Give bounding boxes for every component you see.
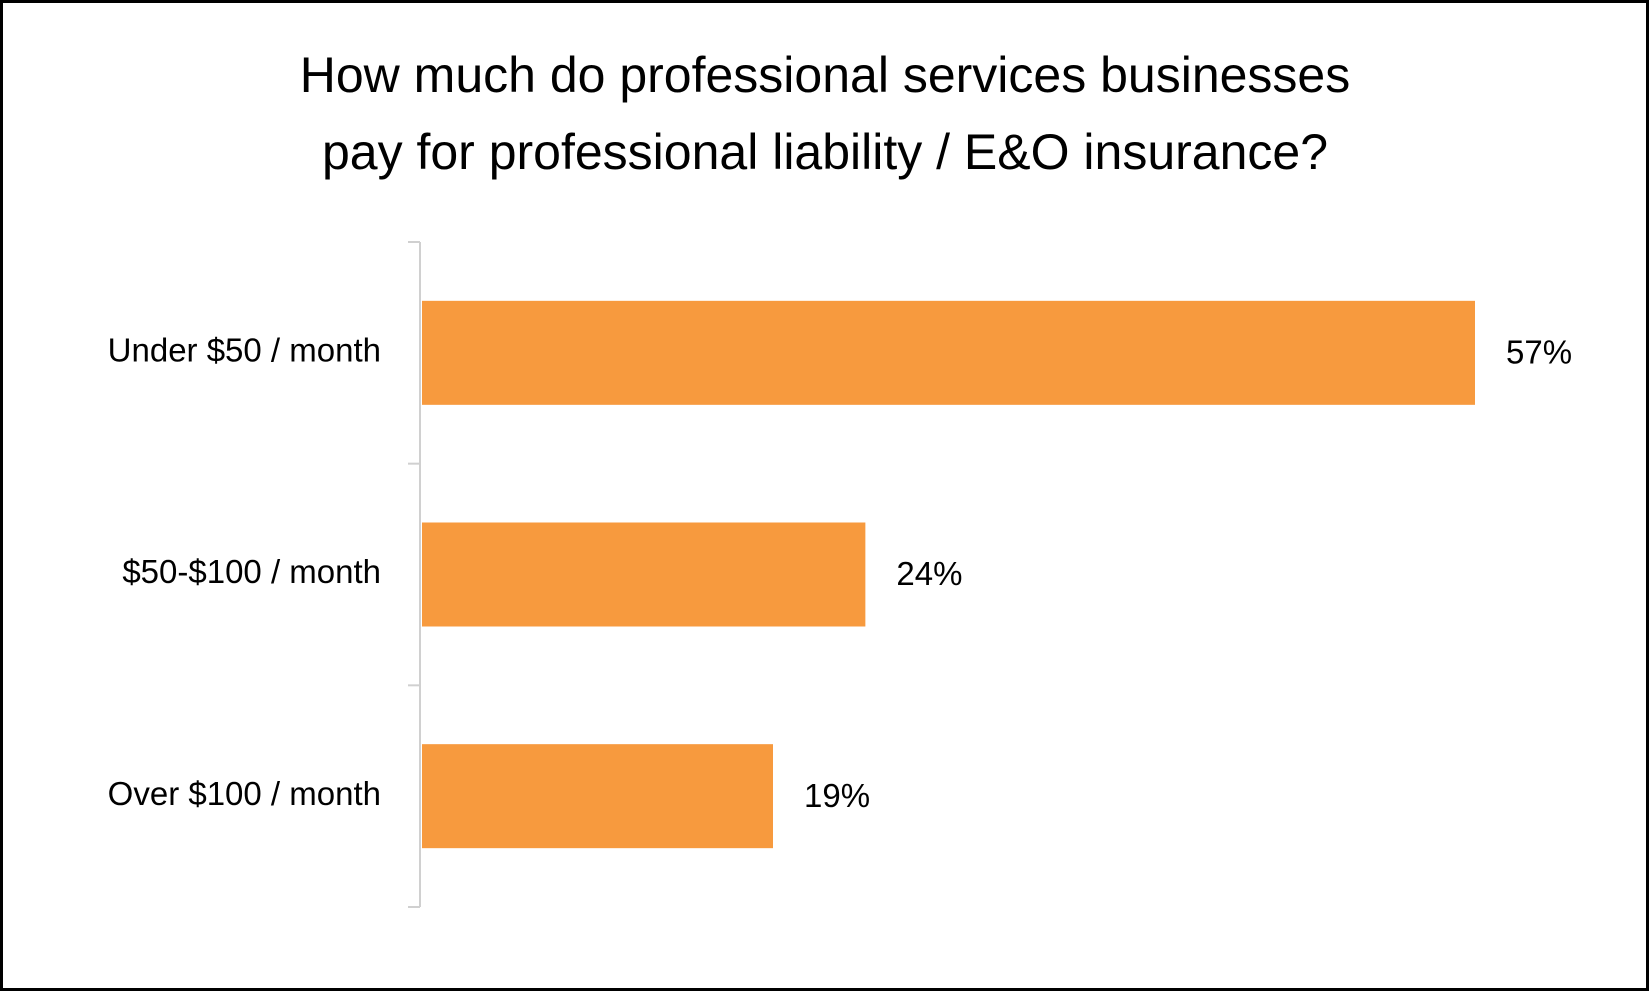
chart-title: pay for professional liability / E&O ins… [322, 124, 1328, 180]
data-label: 57% [1506, 334, 1572, 371]
bar [422, 522, 866, 627]
category-label: Under $50 / month [108, 332, 381, 369]
data-label: 24% [896, 555, 962, 592]
category-label: Over $100 / month [108, 775, 381, 812]
bar [422, 300, 1475, 405]
data-label: 19% [804, 777, 870, 814]
category-label: $50-$100 / month [122, 553, 381, 590]
bar [422, 744, 773, 849]
chart-title: How much do professional services busine… [300, 47, 1351, 103]
